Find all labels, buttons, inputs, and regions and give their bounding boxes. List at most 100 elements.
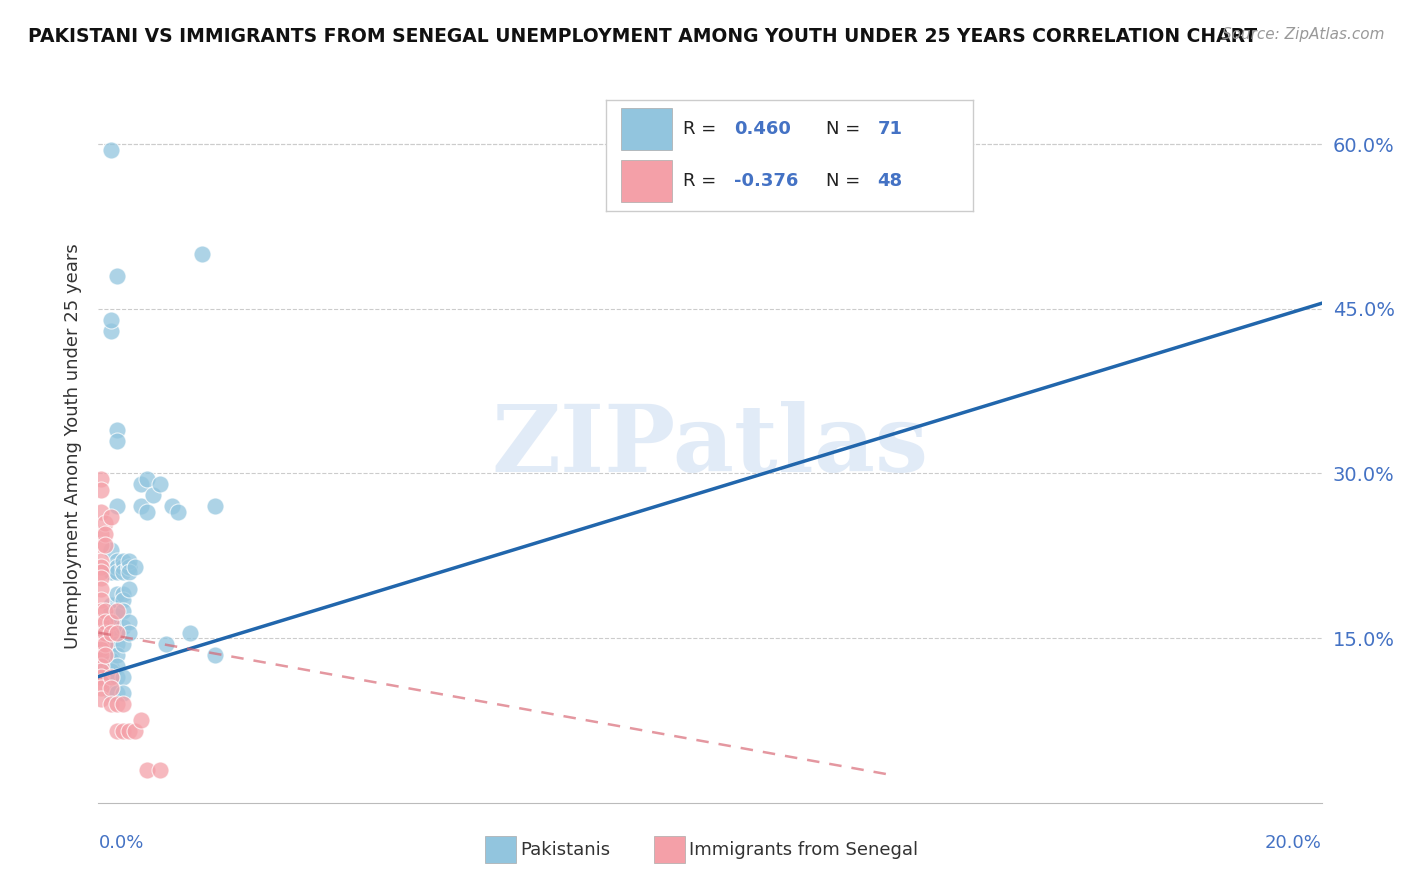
Point [93, 516, 115, 530]
Text: 20.0%: 20.0% [1265, 834, 1322, 852]
Point [111, 592, 134, 607]
Point [93, 658, 115, 673]
Point [136, 505, 159, 519]
Point [93, 653, 115, 667]
Point [90, 472, 112, 486]
Point [160, 500, 183, 514]
Point [129, 714, 152, 728]
Point [129, 500, 152, 514]
Point [100, 543, 122, 558]
Point [105, 423, 128, 437]
Point [105, 559, 128, 574]
Point [93, 604, 115, 618]
Point [105, 637, 128, 651]
Point [93, 648, 115, 662]
Point [90, 691, 112, 706]
Point [100, 604, 122, 618]
Point [100, 615, 122, 629]
Point [105, 686, 128, 700]
Point [90, 538, 112, 552]
Point [129, 477, 152, 491]
Point [204, 648, 226, 662]
Point [100, 312, 122, 326]
Point [90, 505, 112, 519]
Point [90, 675, 112, 690]
Point [100, 658, 122, 673]
Point [118, 554, 141, 568]
Point [90, 592, 112, 607]
Point [90, 625, 112, 640]
Point [100, 625, 122, 640]
Point [111, 566, 134, 580]
Point [100, 625, 122, 640]
Point [105, 625, 128, 640]
Point [105, 587, 128, 601]
Point [155, 637, 177, 651]
Point [191, 247, 214, 261]
Point [105, 609, 128, 624]
Point [93, 642, 115, 657]
Point [90, 559, 112, 574]
Point [100, 669, 122, 683]
Point [100, 697, 122, 711]
Point [90, 483, 112, 497]
Point [118, 559, 141, 574]
Text: Pakistanis: Pakistanis [520, 841, 610, 859]
Point [90, 571, 112, 585]
Point [105, 500, 128, 514]
Point [90, 566, 112, 580]
Point [118, 615, 141, 629]
Point [90, 642, 112, 657]
Point [93, 538, 115, 552]
Point [90, 664, 112, 678]
Point [149, 477, 172, 491]
Point [93, 669, 115, 683]
Point [100, 669, 122, 683]
Point [90, 554, 112, 568]
Point [142, 488, 165, 502]
Text: Source: ZipAtlas.com: Source: ZipAtlas.com [1222, 27, 1385, 42]
Point [100, 653, 122, 667]
Point [100, 648, 122, 662]
Text: 0.0%: 0.0% [98, 834, 143, 852]
Point [105, 625, 128, 640]
Point [93, 625, 115, 640]
Point [100, 615, 122, 629]
Point [105, 268, 128, 283]
Point [90, 526, 112, 541]
Point [111, 669, 134, 683]
Point [167, 505, 190, 519]
Point [149, 763, 172, 777]
Text: Immigrants from Senegal: Immigrants from Senegal [689, 841, 918, 859]
Point [111, 559, 134, 574]
Point [105, 434, 128, 448]
Point [204, 500, 226, 514]
Point [100, 675, 122, 690]
Point [118, 566, 141, 580]
Point [118, 582, 141, 596]
Text: PAKISTANI VS IMMIGRANTS FROM SENEGAL UNEMPLOYMENT AMONG YOUTH UNDER 25 YEARS COR: PAKISTANI VS IMMIGRANTS FROM SENEGAL UNE… [28, 27, 1257, 45]
Point [90, 637, 112, 651]
Point [105, 724, 128, 739]
Point [100, 637, 122, 651]
Point [124, 724, 146, 739]
Point [100, 686, 122, 700]
Point [90, 648, 112, 662]
Point [105, 648, 128, 662]
Point [105, 669, 128, 683]
Point [111, 620, 134, 634]
Point [105, 554, 128, 568]
Point [105, 658, 128, 673]
Point [105, 697, 128, 711]
Point [93, 637, 115, 651]
Point [100, 143, 122, 157]
Point [100, 566, 122, 580]
Point [90, 615, 112, 629]
Point [100, 598, 122, 612]
Point [111, 637, 134, 651]
Point [90, 681, 112, 695]
Point [90, 669, 112, 683]
Point [111, 686, 134, 700]
Point [100, 324, 122, 338]
Point [90, 604, 112, 618]
